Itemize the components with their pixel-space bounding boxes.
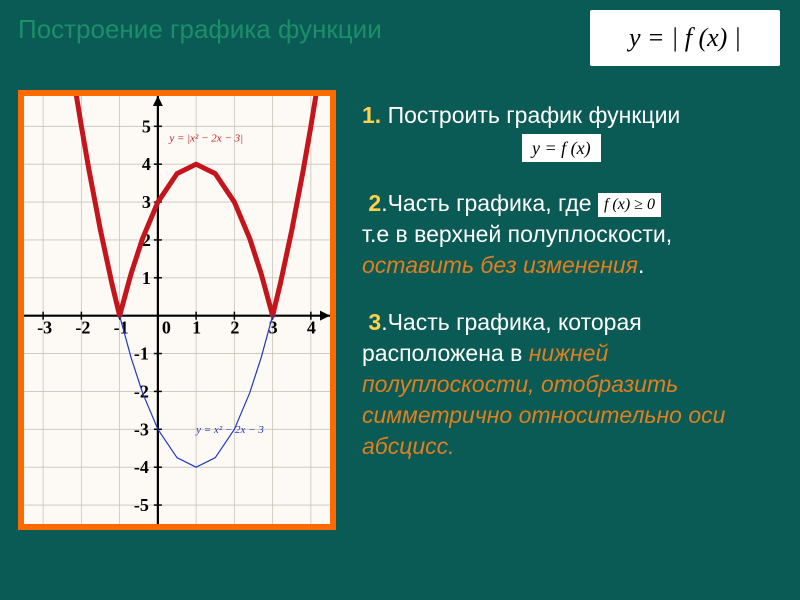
step-2-formula: f (x) ≥ 0 xyxy=(598,193,661,217)
chart-svg: -3-2-112340-5-4-3-2-112345y = |x² − 2x −… xyxy=(24,96,330,524)
step-2-tail: . xyxy=(638,252,644,278)
step-3-text-a: .Часть графика, которая xyxy=(381,309,642,335)
step-3-num: 3 xyxy=(368,309,381,335)
content-row: -3-2-112340-5-4-3-2-112345y = |x² − 2x −… xyxy=(18,80,782,582)
svg-text:2: 2 xyxy=(230,318,239,338)
text-column: 1. Построить график функции y = f (x) 2.… xyxy=(336,80,782,582)
step-2-text-a: .Часть графика, где xyxy=(381,190,598,216)
step-1-num: 1. xyxy=(362,102,381,128)
slide-root: Построение графика функции y = | f (x) |… xyxy=(0,0,800,600)
slide-title: Построение графика функции xyxy=(18,14,382,45)
svg-text:4: 4 xyxy=(307,318,316,338)
svg-text:-4: -4 xyxy=(134,457,149,477)
chart-frame: -3-2-112340-5-4-3-2-112345y = |x² − 2x −… xyxy=(18,90,336,530)
svg-text:-3: -3 xyxy=(37,318,52,338)
svg-text:1: 1 xyxy=(142,268,151,288)
svg-text:3: 3 xyxy=(142,192,151,212)
main-formula-box: y = | f (x) | xyxy=(590,10,780,66)
svg-text:1: 1 xyxy=(192,318,201,338)
svg-text:3: 3 xyxy=(269,318,278,338)
svg-text:-2: -2 xyxy=(75,318,90,338)
step-2-highlight: оставить без изменения xyxy=(362,252,638,278)
svg-text:y = x² − 2x − 3: y = x² − 2x − 3 xyxy=(195,424,264,436)
step-1-formula: y = f (x) xyxy=(522,134,601,162)
chart-inner: -3-2-112340-5-4-3-2-112345y = |x² − 2x −… xyxy=(24,96,330,524)
svg-text:-3: -3 xyxy=(134,419,149,439)
step-2-text-b: т.е в верхней полуплоскости, xyxy=(362,221,672,247)
step-2: 2.Часть графика, где f (x) ≥ 0 т.е в вер… xyxy=(362,188,782,281)
step-3-text-b: расположена в xyxy=(362,340,529,366)
step-2-num: 2 xyxy=(368,190,381,216)
svg-text:5: 5 xyxy=(142,116,151,136)
svg-text:y = |x² − 2x − 3|: y = |x² − 2x − 3| xyxy=(168,132,243,144)
svg-text:-2: -2 xyxy=(134,381,149,401)
step-3: 3.Часть графика, которая расположена в н… xyxy=(362,307,782,462)
main-formula-text: y = | f (x) | xyxy=(629,23,741,53)
svg-text:-1: -1 xyxy=(134,344,149,364)
svg-text:4: 4 xyxy=(142,154,151,174)
svg-text:0: 0 xyxy=(162,318,171,338)
svg-text:-5: -5 xyxy=(134,495,149,515)
step-1-text: Построить график функции xyxy=(381,102,680,128)
step-1: 1. Построить график функции y = f (x) xyxy=(362,100,782,162)
